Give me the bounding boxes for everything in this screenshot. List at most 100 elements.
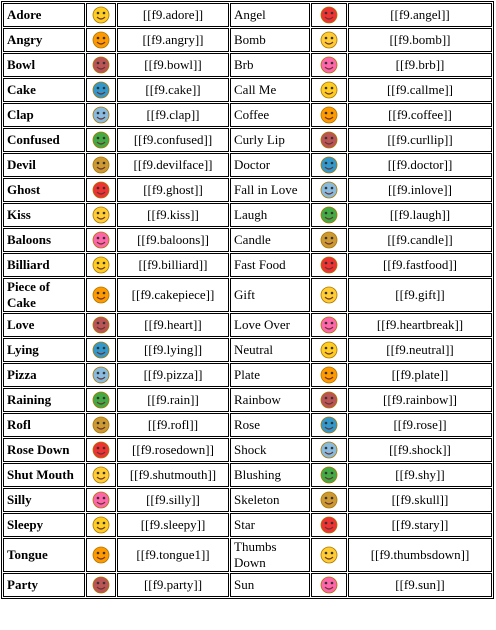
emoticon-code: [[f9.heartbreak]] [348, 313, 492, 337]
emoticon-code: [[f9.shock]] [348, 438, 492, 462]
icon-cell [311, 53, 347, 77]
table-row: Rose Down [[f9.rosedown]] Shock [[f9.shock]… [3, 438, 492, 462]
table-row: Clap [[f9.clap]] Coffee [[f9.coffee]] [3, 103, 492, 127]
emoticon-code: [[f9.rain]] [117, 388, 229, 412]
emoticon-name: Star [230, 513, 310, 537]
emoticon-icon [320, 156, 338, 174]
emoticon-icon [320, 466, 338, 484]
emoticon-name: Skeleton [230, 488, 310, 512]
icon-cell [311, 313, 347, 337]
icon-cell [311, 488, 347, 512]
table-row: Shut Mouth [[f9.shutmouth]] Blushing [[f9.s… [3, 463, 492, 487]
icon-cell [311, 278, 347, 312]
icon-cell [311, 573, 347, 597]
emoticon-icon [92, 416, 110, 434]
emoticon-icon [92, 156, 110, 174]
icon-cell [311, 228, 347, 252]
icon-cell [311, 28, 347, 52]
emoticon-code: [[f9.pizza]] [117, 363, 229, 387]
icon-cell [311, 338, 347, 362]
emoticon-name: Clap [3, 103, 85, 127]
emoticon-icon [92, 516, 110, 534]
emoticon-name: Cake [3, 78, 85, 102]
emoticon-icon [92, 366, 110, 384]
emoticon-code: [[f9.kiss]] [117, 203, 229, 227]
emoticon-code: [[f9.plate]] [348, 363, 492, 387]
emoticon-name: Laugh [230, 203, 310, 227]
emoticon-code: [[f9.bowl]] [117, 53, 229, 77]
icon-cell [86, 388, 116, 412]
emoticon-name: Bomb [230, 28, 310, 52]
table-row: Devil [[f9.devilface]] Doctor [[f9.doctor]] [3, 153, 492, 177]
table-row: Bowl [[f9.bowl]] Brb [[f9.brb]] [3, 53, 492, 77]
emoticon-icon [320, 81, 338, 99]
emoticon-icon [92, 31, 110, 49]
emoticon-name: Candle [230, 228, 310, 252]
emoticon-name: Fast Food [230, 253, 310, 277]
table-row: Adore [[f9.adore]] Angel [[f9.angel]] [3, 3, 492, 27]
table-row: Piece of Cake [[f9.cakepiece]] Gift [[f9.gi… [3, 278, 492, 312]
emoticon-code: [[f9.devilface]] [117, 153, 229, 177]
emoticon-code: [[f9.inlove]] [348, 178, 492, 202]
emoticon-code: [[f9.heart]] [117, 313, 229, 337]
emoticon-code: [[f9.shutmouth]] [117, 463, 229, 487]
icon-cell [311, 363, 347, 387]
emoticon-icon [320, 341, 338, 359]
emoticon-code: [[f9.callme]] [348, 78, 492, 102]
emoticon-code: [[f9.angry]] [117, 28, 229, 52]
emoticon-name: Gift [230, 278, 310, 312]
emoticon-name: Love Over [230, 313, 310, 337]
emoticon-code: [[f9.candle]] [348, 228, 492, 252]
emoticon-code: [[f9.gift]] [348, 278, 492, 312]
icon-cell [86, 128, 116, 152]
emoticon-name: Raining [3, 388, 85, 412]
emoticon-code: [[f9.cakepiece]] [117, 278, 229, 312]
emoticon-code: [[f9.curllip]] [348, 128, 492, 152]
emoticon-icon [92, 81, 110, 99]
emoticon-code: [[f9.rose]] [348, 413, 492, 437]
emoticon-name: Piece of Cake [3, 278, 85, 312]
table-row: Lying [[f9.lying]] Neutral [[f9.neutral]] [3, 338, 492, 362]
icon-cell [86, 488, 116, 512]
emoticon-icon [320, 256, 338, 274]
emoticon-name: Devil [3, 153, 85, 177]
table-row: Love [[f9.heart]] Love Over [[f9.heartbreak… [3, 313, 492, 337]
emoticon-name: Adore [3, 3, 85, 27]
emoticon-code: [[f9.sleepy]] [117, 513, 229, 537]
emoticon-code: [[f9.fastfood]] [348, 253, 492, 277]
emoticon-name: Silly [3, 488, 85, 512]
emoticon-name: Curly Lip [230, 128, 310, 152]
icon-cell [311, 438, 347, 462]
emoticon-icon [320, 316, 338, 334]
emoticon-icon [92, 181, 110, 199]
emoticon-code: [[f9.clap]] [117, 103, 229, 127]
emoticon-name: Plate [230, 363, 310, 387]
emoticon-code: [[f9.doctor]] [348, 153, 492, 177]
icon-cell [86, 78, 116, 102]
emoticon-icon [92, 206, 110, 224]
emoticon-name: Call Me [230, 78, 310, 102]
icon-cell [311, 388, 347, 412]
emoticon-icon [320, 441, 338, 459]
emoticon-icon [92, 576, 110, 594]
icon-cell [86, 253, 116, 277]
emoticon-icon [320, 286, 338, 304]
icon-cell [311, 253, 347, 277]
emoticon-name: Shock [230, 438, 310, 462]
icon-cell [86, 538, 116, 572]
table-row: Rofl [[f9.rofl]] Rose [[f9.rose]] [3, 413, 492, 437]
table-row: Baloons [[f9.baloons]] Candle [[f9.candle]] [3, 228, 492, 252]
emoticon-code: [[f9.billiard]] [117, 253, 229, 277]
emoticon-name: Coffee [230, 103, 310, 127]
icon-cell [311, 128, 347, 152]
emoticon-icon [320, 546, 338, 564]
table-row: Kiss [[f9.kiss]] Laugh [[f9.laugh]] [3, 203, 492, 227]
icon-cell [86, 153, 116, 177]
table-row: Pizza [[f9.pizza]] Plate [[f9.plate]] [3, 363, 492, 387]
emoticon-code: [[f9.sun]] [348, 573, 492, 597]
icon-cell [86, 3, 116, 27]
icon-cell [311, 513, 347, 537]
emoticon-name: Thumbs Down [230, 538, 310, 572]
emoticon-code: [[f9.stary]] [348, 513, 492, 537]
emoticon-name: Doctor [230, 153, 310, 177]
